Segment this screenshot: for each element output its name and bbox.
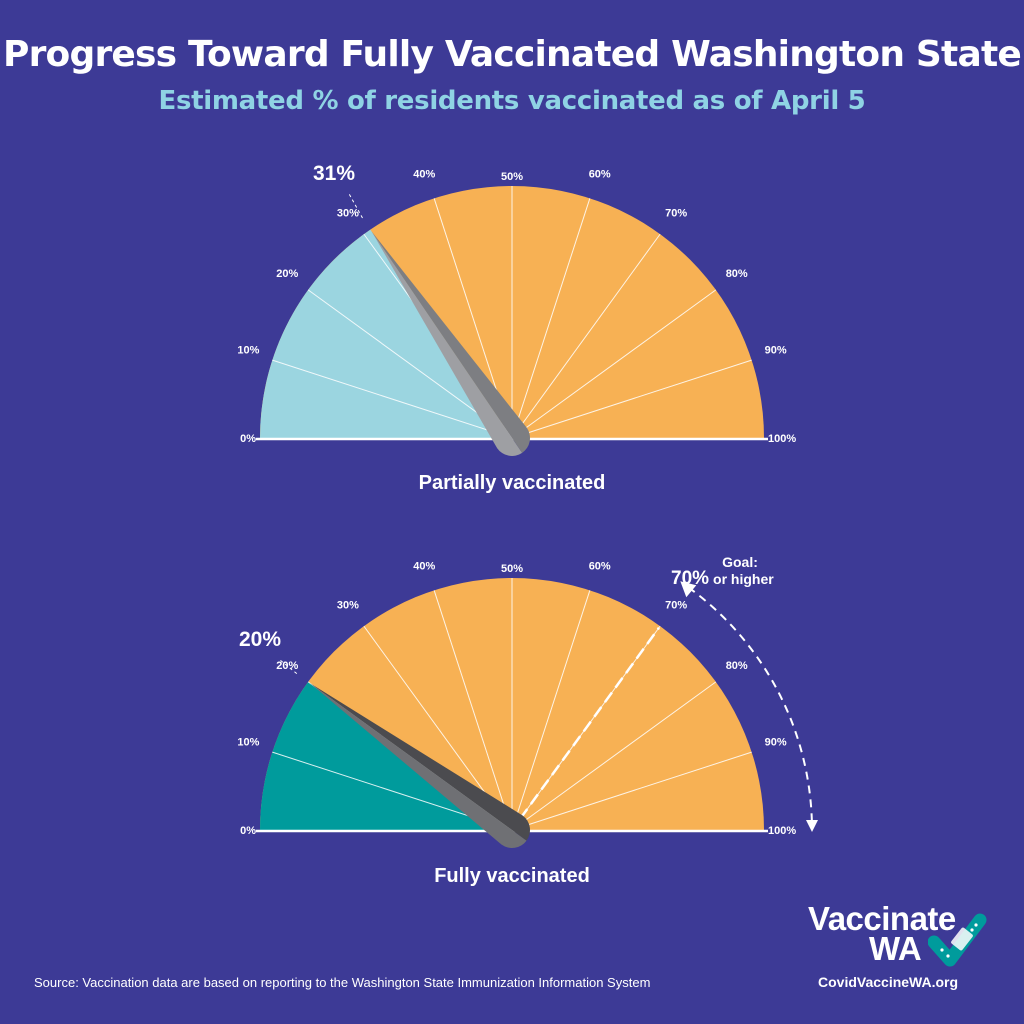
gauge-tick-label: 10% [237, 736, 259, 748]
gauge-label: Fully vaccinated [434, 865, 590, 887]
gauge-tick-label: 30% [337, 207, 359, 219]
gauge-tick-label: 0% [240, 433, 256, 445]
brand-logo[interactable]: Vaccinate WA [790, 898, 1000, 978]
gauge-tick-label: 60% [589, 560, 611, 572]
page-subtitle: Estimated % of residents vaccinated as o… [158, 86, 866, 116]
gauge-needle [309, 683, 527, 848]
gauge-divider [511, 233, 661, 439]
gauge-filled-sector [260, 229, 512, 438]
gauge-label: Partially vaccinated [419, 472, 606, 494]
gauge-fully-vaccinated: 0%10%20%30%40%50%60%70%80%90%100%20%Full… [237, 554, 818, 887]
value-leader-line [279, 659, 298, 674]
gauge-tick-label: 50% [501, 171, 523, 183]
gauge-needle-shade [371, 231, 531, 453]
gauge-tick-label: 50% [501, 563, 523, 575]
gauge-tick-label: 80% [726, 268, 748, 280]
gauge-divider [511, 681, 717, 831]
page-title: Progress Toward Fully Vaccinated Washing… [3, 34, 1022, 75]
gauge-tick-label: 40% [413, 560, 435, 572]
gauge-tick-label: 70% [665, 207, 687, 219]
goal-note: or higher [713, 571, 774, 587]
brand-name-line2: WA [869, 930, 922, 967]
gauge-tick-label: 0% [240, 825, 256, 837]
goal-arrowhead-start [680, 581, 697, 598]
goal-range-arrow [687, 586, 813, 831]
gauge-value-label: 20% [239, 628, 281, 651]
gauge-divider [511, 198, 591, 439]
goal-line [519, 627, 660, 820]
gauge-tick-label: 10% [237, 344, 259, 356]
gauge-divider [511, 590, 591, 831]
gauge-tick-label: 30% [337, 599, 359, 611]
gauge-tick-label: 20% [276, 268, 298, 280]
goal-value: 70% [671, 568, 709, 589]
gauge-needle [371, 231, 523, 457]
goal-title: Goal: [722, 554, 758, 570]
gauge-tick-label: 90% [765, 344, 787, 356]
gauge-tick-label: 80% [726, 660, 748, 672]
bandage-check-icon [928, 913, 987, 967]
goal-text: 70% or higher [671, 568, 774, 589]
gauge-tick-label: 40% [413, 168, 435, 180]
value-leader-line [347, 191, 363, 219]
goal-arrowhead-end [806, 820, 818, 832]
gauge-tick-label: 70% [665, 599, 687, 611]
gauge-partially-vaccinated: 0% 10% 20% 30% 40% 50% 60% 70% 80% 90% 100% 31% Part… [237, 162, 796, 494]
gauge-divider [433, 590, 513, 831]
brand-name-line1: Vaccinate [808, 900, 956, 937]
gauge-tick-label: 90% [765, 736, 787, 748]
gauge-needle-shade [309, 683, 530, 841]
gauge-tick-label: 100% [768, 825, 796, 837]
gauge-tick-label: 100% [768, 433, 796, 445]
brand-url-link[interactable]: CovidVaccineWA.org [818, 974, 959, 990]
gauge-tick-label: 60% [589, 168, 611, 180]
gauge-divider [511, 751, 752, 831]
gauge-divider [272, 359, 513, 439]
gauge-value-label: 31% [313, 162, 355, 185]
gauge-divider [511, 359, 752, 439]
source-note: Source: Vaccination data are based on re… [34, 975, 651, 990]
gauge-divider [511, 289, 717, 439]
